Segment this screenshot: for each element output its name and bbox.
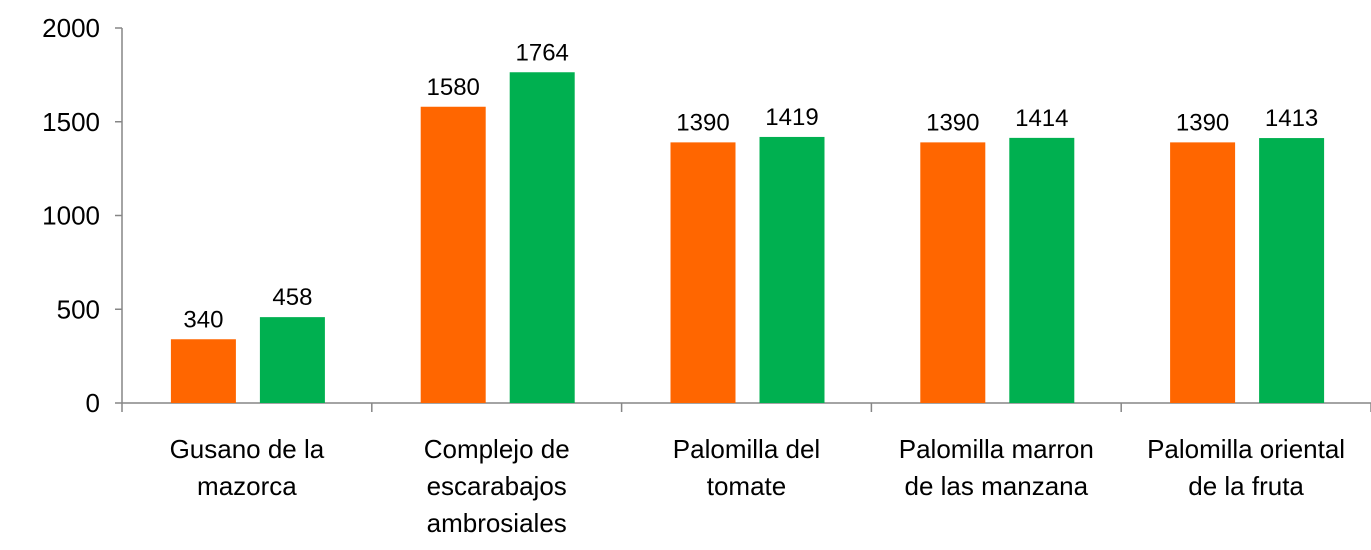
data-label: 1390 [1176,109,1229,136]
bar [1259,138,1325,403]
bar [1170,142,1236,403]
bar [1009,137,1075,403]
bar [759,136,825,403]
x-tick-label: Palomilla del tomate [673,434,820,501]
data-label: 458 [272,284,312,311]
x-tick-label: Gusano de la mazorca [170,434,325,501]
data-label: 1419 [765,104,818,131]
y-tick-label: 0 [86,388,100,418]
data-label: 1390 [676,109,729,136]
data-label: 1414 [1015,105,1068,132]
x-tick-label: Palomilla marron de las manzana [899,434,1094,501]
data-label: 1390 [926,109,979,136]
data-label: 1764 [516,39,569,66]
y-tick-label: 500 [57,294,100,324]
data-label: 340 [183,306,223,333]
x-tick-label: Palomilla oriental de la fruta [1147,434,1345,501]
bar [420,106,486,403]
y-tick-label: 1000 [42,201,100,231]
y-tick-label: 2000 [42,13,100,43]
bar [920,142,986,403]
data-label: 1580 [427,74,480,101]
data-label: 1413 [1265,105,1318,132]
x-tick-label: Complejo de escarabajos ambrosiales [424,434,570,538]
bar [259,317,325,403]
y-tick-label: 1500 [42,107,100,137]
bar [509,72,575,403]
bar [670,142,736,403]
bar [170,339,236,403]
